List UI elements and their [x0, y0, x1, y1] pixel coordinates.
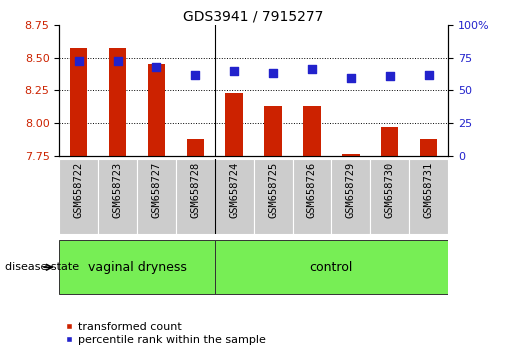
- Bar: [109, 48, 126, 156]
- Bar: [420, 139, 437, 156]
- Text: GSM658730: GSM658730: [385, 161, 394, 218]
- Bar: [215, 159, 253, 234]
- Point: [269, 70, 277, 76]
- Text: vaginal dryness: vaginal dryness: [88, 261, 186, 274]
- Bar: [59, 240, 215, 295]
- Bar: [70, 48, 88, 156]
- Text: GSM658727: GSM658727: [151, 161, 161, 218]
- Bar: [137, 159, 176, 234]
- Point: [308, 67, 316, 72]
- Title: GDS3941 / 7915277: GDS3941 / 7915277: [183, 10, 324, 24]
- Bar: [176, 159, 215, 234]
- Text: GSM658725: GSM658725: [268, 161, 278, 218]
- Point: [191, 72, 199, 78]
- Point: [424, 72, 433, 78]
- Point: [75, 59, 83, 64]
- Bar: [293, 159, 332, 234]
- Bar: [253, 159, 293, 234]
- Bar: [148, 64, 165, 156]
- Point: [347, 76, 355, 81]
- Bar: [186, 139, 204, 156]
- Bar: [98, 159, 137, 234]
- Bar: [409, 159, 448, 234]
- Text: disease state: disease state: [5, 262, 79, 272]
- Text: GSM658726: GSM658726: [307, 161, 317, 218]
- Text: GSM658728: GSM658728: [191, 161, 200, 218]
- Text: GSM658723: GSM658723: [113, 161, 123, 218]
- Point: [113, 59, 122, 64]
- Legend: transformed count, percentile rank within the sample: transformed count, percentile rank withi…: [65, 321, 266, 345]
- Text: GSM658722: GSM658722: [74, 161, 83, 218]
- Bar: [226, 93, 243, 156]
- Bar: [332, 159, 370, 234]
- Bar: [303, 106, 321, 156]
- Text: GSM658731: GSM658731: [424, 161, 434, 218]
- Bar: [215, 240, 448, 295]
- Bar: [342, 154, 359, 156]
- Point: [152, 64, 161, 69]
- Bar: [264, 106, 282, 156]
- Point: [386, 73, 394, 79]
- Bar: [381, 127, 399, 156]
- Bar: [370, 159, 409, 234]
- Bar: [59, 159, 98, 234]
- Text: control: control: [310, 261, 353, 274]
- Text: GSM658724: GSM658724: [229, 161, 239, 218]
- Point: [230, 68, 238, 73]
- Text: GSM658729: GSM658729: [346, 161, 356, 218]
